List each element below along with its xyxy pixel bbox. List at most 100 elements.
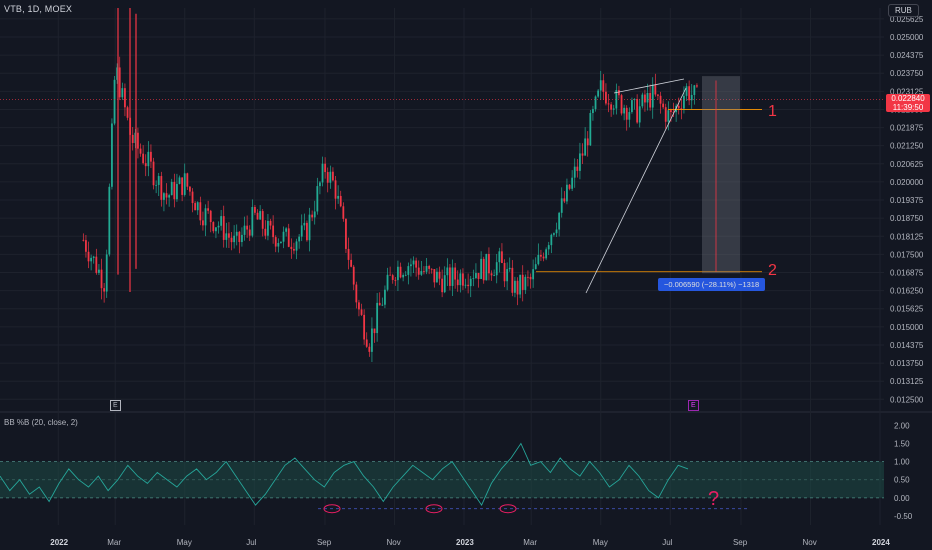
candle-body (124, 88, 126, 108)
candle-body (511, 267, 514, 293)
candle-body (220, 216, 223, 226)
candle-body (389, 274, 392, 276)
earnings-badge[interactable]: E (110, 400, 121, 411)
candle-body (165, 193, 168, 198)
candle-body (131, 134, 134, 144)
candle-body (298, 236, 301, 242)
indicator-label[interactable]: BB %B (20, close, 2) (4, 418, 78, 427)
candle-body (683, 95, 685, 109)
candle-body (363, 314, 366, 340)
candle-body (428, 266, 431, 269)
candle-body (532, 269, 535, 280)
candle-body (215, 227, 217, 232)
candle-body (451, 267, 454, 286)
price-tick-label: 0.025000 (890, 33, 924, 42)
time-tick-label: Nov (386, 538, 400, 547)
candle-body (646, 93, 649, 103)
candle-body (631, 100, 633, 113)
candle-body (212, 222, 215, 232)
price-tick-label: 0.023125 (890, 87, 924, 96)
candle-body (537, 254, 540, 265)
candle-body (420, 271, 423, 275)
candle-body (467, 284, 470, 287)
last-price-tag: 0.022840 11:39:50 (886, 94, 930, 112)
earnings-badge-2[interactable]: E (688, 400, 699, 411)
candle-body (586, 138, 589, 146)
candle-body (555, 229, 558, 234)
candle-body (506, 269, 509, 282)
candle-body (508, 267, 511, 270)
time-tick-label: Mar (107, 538, 121, 547)
measure-box (702, 76, 740, 274)
candle-body (189, 186, 191, 192)
indicator-tick-label: 0.50 (894, 476, 910, 485)
candle-body (329, 171, 332, 183)
candle-body (584, 138, 587, 156)
time-axis[interactable]: 2022 Mar May Jul Sep Nov 2023 Mar May Jul Sep Nov 20… (50, 538, 890, 547)
candle-body (391, 275, 394, 280)
price-tick-label: 0.017500 (890, 250, 924, 259)
candle-body (168, 195, 171, 198)
candle-body (243, 225, 246, 235)
candle-body (371, 328, 373, 352)
candle-body (490, 273, 493, 276)
candle-body (230, 237, 233, 243)
candle-body (95, 256, 98, 273)
candle-body (105, 254, 108, 292)
candle-body (321, 163, 324, 183)
candle-body (373, 328, 376, 334)
candle-body (319, 182, 321, 187)
candle-body (628, 112, 631, 120)
candle-body (264, 228, 267, 236)
price-tick-label: 0.020625 (890, 160, 924, 169)
candle-body (108, 186, 111, 255)
candle-body (594, 96, 597, 110)
candle-body (199, 202, 202, 221)
candle-body (620, 95, 623, 114)
candle-body (241, 234, 243, 243)
candle-body (399, 266, 402, 278)
candle-body (295, 241, 298, 251)
indicator-axis[interactable]: 2.00 1.50 1.00 0.50 0.00 -0.50 (894, 421, 913, 521)
candle-body (290, 246, 293, 249)
candle-body (670, 110, 672, 112)
candle-body (378, 302, 381, 306)
candle-body (589, 113, 592, 146)
currency-label[interactable]: RUB (888, 4, 919, 17)
candle-body (514, 280, 516, 293)
candle-body (612, 108, 615, 110)
candle-body (456, 279, 459, 286)
candle-body (638, 106, 641, 123)
candle-body (527, 276, 529, 278)
candle-body (85, 240, 87, 252)
candle-body (207, 208, 210, 211)
indicator-tick-label: 0.00 (894, 494, 910, 503)
candle-body (433, 269, 436, 283)
price-tick-label: 0.021875 (890, 124, 924, 133)
price-axis[interactable]: 0.025625 0.025000 0.024375 0.023750 0.023125… (890, 15, 924, 404)
time-tick-label: 2022 (50, 538, 68, 547)
candle-body (324, 163, 327, 173)
candle-body (350, 259, 353, 267)
candle-body (519, 274, 522, 295)
candle-body (696, 85, 698, 87)
candle-body (334, 180, 337, 199)
candle-body (376, 302, 379, 334)
candle-body (183, 173, 186, 195)
candle-body (599, 80, 602, 91)
symbol-title[interactable]: VTB, 1D, MOEX (4, 4, 73, 14)
candle-body (144, 163, 147, 167)
candle-body (358, 302, 360, 310)
indicator-tick-label: 2.00 (894, 421, 910, 430)
candle-body (277, 243, 280, 247)
candle-body (680, 108, 683, 110)
candle-body (649, 93, 652, 108)
candle-body (342, 206, 345, 219)
price-tick-label: 0.015000 (890, 323, 924, 332)
candle-body (568, 184, 571, 189)
candle-body (560, 198, 563, 213)
candle-body (152, 161, 155, 186)
candle-body (150, 151, 152, 162)
low-circle-annotation (323, 504, 341, 514)
